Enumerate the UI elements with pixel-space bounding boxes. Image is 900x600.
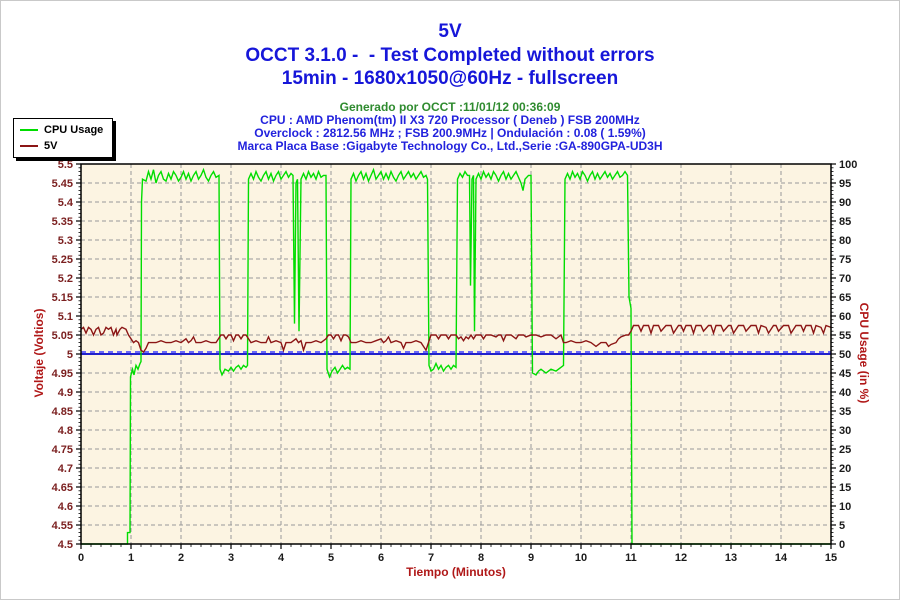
motherboard-info-line: Marca Placa Base :Gigabyte Technology Co… [237, 139, 663, 153]
svg-text:5.3: 5.3 [58, 235, 73, 247]
svg-text:12: 12 [675, 552, 687, 564]
svg-text:9: 9 [528, 552, 534, 564]
svg-text:14: 14 [775, 552, 788, 564]
cpu-usage-line-swatch [20, 129, 38, 131]
svg-text:5.4: 5.4 [58, 197, 74, 209]
test-config-subtitle: 15min - 1680x1050@60Hz - fullscreen [281, 68, 619, 89]
legend-label-cpu-usage: CPU Usage [44, 124, 104, 136]
svg-text:5.45: 5.45 [52, 178, 73, 190]
svg-text:100: 100 [839, 159, 857, 171]
svg-text:40: 40 [839, 387, 851, 399]
cpu-info-line: CPU : AMD Phenom(tm) II X3 720 Processor… [260, 113, 640, 127]
svg-text:65: 65 [839, 292, 851, 304]
svg-text:5.15: 5.15 [52, 292, 73, 304]
test-result-subtitle: OCCT 3.1.0 - - Test Completed without er… [245, 45, 655, 66]
y-axis-left-title: Voltaje (Voltios) [32, 308, 46, 398]
svg-text:7: 7 [428, 552, 434, 564]
svg-text:6: 6 [378, 552, 384, 564]
svg-text:85: 85 [839, 216, 851, 228]
svg-text:8: 8 [478, 552, 484, 564]
svg-text:20: 20 [839, 463, 851, 475]
svg-text:13: 13 [725, 552, 737, 564]
svg-text:4.85: 4.85 [52, 406, 73, 418]
svg-text:3: 3 [228, 552, 234, 564]
svg-text:4.75: 4.75 [52, 444, 73, 456]
svg-text:4.65: 4.65 [52, 482, 73, 494]
svg-text:2: 2 [178, 552, 184, 564]
svg-text:70: 70 [839, 273, 851, 285]
svg-text:45: 45 [839, 368, 851, 380]
svg-text:4.8: 4.8 [58, 425, 73, 437]
svg-text:5: 5 [67, 349, 73, 361]
svg-text:5: 5 [839, 520, 845, 532]
svg-text:15: 15 [839, 482, 851, 494]
svg-text:4.7: 4.7 [58, 463, 73, 475]
svg-text:5.25: 5.25 [52, 254, 73, 266]
svg-text:1: 1 [128, 552, 134, 564]
svg-text:95: 95 [839, 178, 851, 190]
svg-text:5.1: 5.1 [58, 311, 73, 323]
svg-text:4.95: 4.95 [52, 368, 73, 380]
svg-text:10: 10 [575, 552, 587, 564]
svg-text:5.5: 5.5 [58, 159, 73, 171]
svg-text:0: 0 [839, 539, 845, 551]
svg-text:5: 5 [328, 552, 334, 564]
legend-label-5v: 5V [44, 140, 58, 152]
svg-text:25: 25 [839, 444, 851, 456]
svg-text:30: 30 [839, 425, 851, 437]
svg-text:4.55: 4.55 [52, 520, 73, 532]
svg-text:35: 35 [839, 406, 851, 418]
svg-text:10: 10 [839, 501, 851, 513]
svg-text:5.05: 5.05 [52, 330, 73, 342]
x-axis-title: Tiempo (Minutos) [406, 565, 506, 579]
svg-text:55: 55 [839, 330, 851, 342]
svg-text:4: 4 [278, 552, 285, 564]
legend-item-cpu-usage: CPU Usage [20, 122, 103, 138]
svg-text:5.35: 5.35 [52, 216, 73, 228]
legend-item-5v: 5V [20, 138, 103, 154]
voltage-line-swatch [20, 145, 38, 147]
svg-text:60: 60 [839, 311, 851, 323]
y-axis-right-title: CPU Usage (in %) [857, 302, 871, 404]
svg-text:4.5: 4.5 [58, 539, 73, 551]
svg-text:50: 50 [839, 349, 851, 361]
svg-text:75: 75 [839, 254, 851, 266]
svg-text:15: 15 [825, 552, 837, 564]
svg-text:80: 80 [839, 235, 851, 247]
svg-text:11: 11 [625, 552, 637, 564]
svg-text:4.9: 4.9 [58, 387, 73, 399]
generated-timestamp: Generado por OCCT :11/01/12 00:36:09 [339, 100, 561, 114]
chart-legend: CPU Usage 5V [13, 118, 114, 158]
svg-text:90: 90 [839, 197, 851, 209]
page-title: 5V [438, 21, 462, 42]
overclock-info-line: Overclock : 2812.56 MHz ; FSB 200.9MHz |… [254, 126, 646, 140]
svg-text:0: 0 [78, 552, 84, 564]
svg-text:4.6: 4.6 [58, 501, 73, 513]
svg-text:5.2: 5.2 [58, 273, 73, 285]
